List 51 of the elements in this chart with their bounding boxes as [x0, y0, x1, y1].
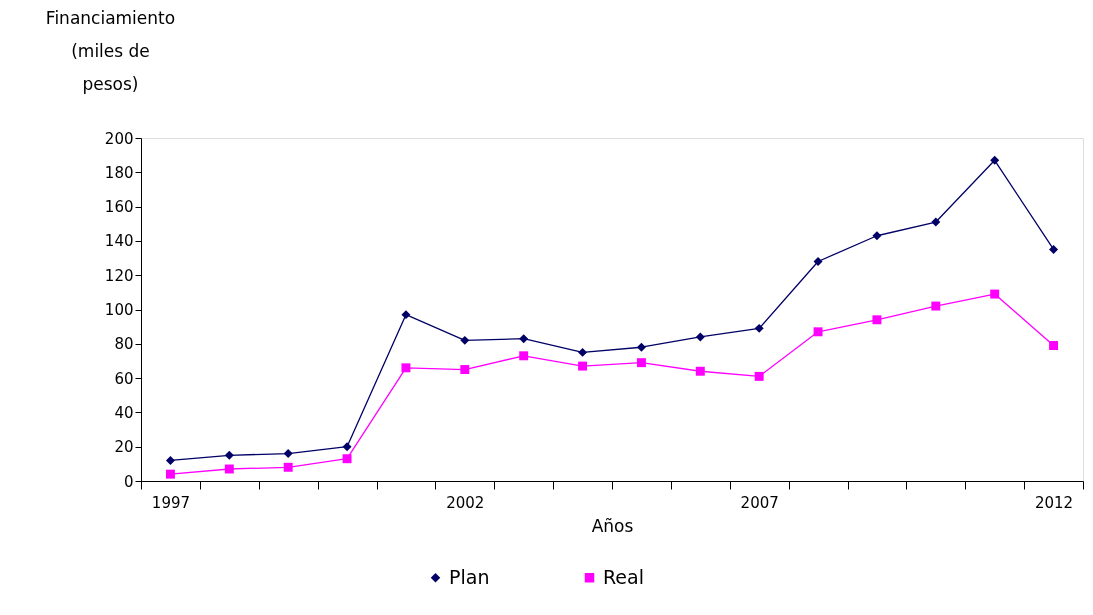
y-tick-label: 60	[114, 369, 134, 388]
point	[1049, 341, 1059, 350]
point	[754, 371, 764, 381]
point	[224, 464, 234, 474]
y-tick-label: 0	[123, 472, 134, 491]
point	[342, 454, 352, 464]
point	[990, 155, 1000, 165]
point	[695, 366, 705, 376]
point	[460, 335, 470, 345]
point	[283, 449, 293, 459]
y-tick-label: 180	[104, 163, 134, 182]
point	[1049, 245, 1059, 254]
point	[460, 365, 470, 374]
point	[695, 332, 705, 342]
y-tick-label: 100	[104, 301, 134, 319]
point	[401, 310, 411, 320]
point	[519, 351, 529, 361]
y-tick-label: 80	[114, 335, 134, 354]
point	[224, 450, 234, 460]
y-tick-label: 20	[114, 438, 134, 457]
point	[813, 327, 823, 337]
legend-label: Plan	[449, 565, 490, 588]
point	[872, 315, 882, 325]
point	[578, 347, 588, 357]
point	[401, 363, 411, 373]
point	[636, 358, 646, 368]
x-tick-label: 1997	[151, 493, 191, 512]
point	[165, 455, 175, 465]
point	[990, 289, 1000, 299]
point	[931, 301, 941, 311]
point	[636, 342, 646, 352]
x-tick-label: 2012	[1034, 493, 1074, 512]
x-tick-label: 2002	[446, 493, 485, 512]
y-tick-label: 140	[104, 232, 134, 251]
y-tick-label: 160	[104, 198, 134, 217]
point	[578, 361, 588, 371]
y-tick-label: 200	[104, 129, 134, 148]
x-tick-label: 2007	[740, 493, 779, 512]
point	[931, 217, 941, 227]
point	[283, 462, 293, 472]
y-tick-label: 40	[114, 403, 134, 422]
point	[872, 231, 882, 241]
point	[813, 257, 823, 266]
y-axis-title: Financiamiento (miles de pesos)	[45, 7, 176, 94]
y-tick-label: 120	[104, 266, 134, 285]
legend-label: Real	[603, 565, 644, 588]
x-axis-title: Años	[591, 515, 634, 536]
point	[165, 469, 175, 479]
point	[519, 334, 529, 344]
point	[754, 323, 764, 333]
point	[342, 442, 352, 452]
